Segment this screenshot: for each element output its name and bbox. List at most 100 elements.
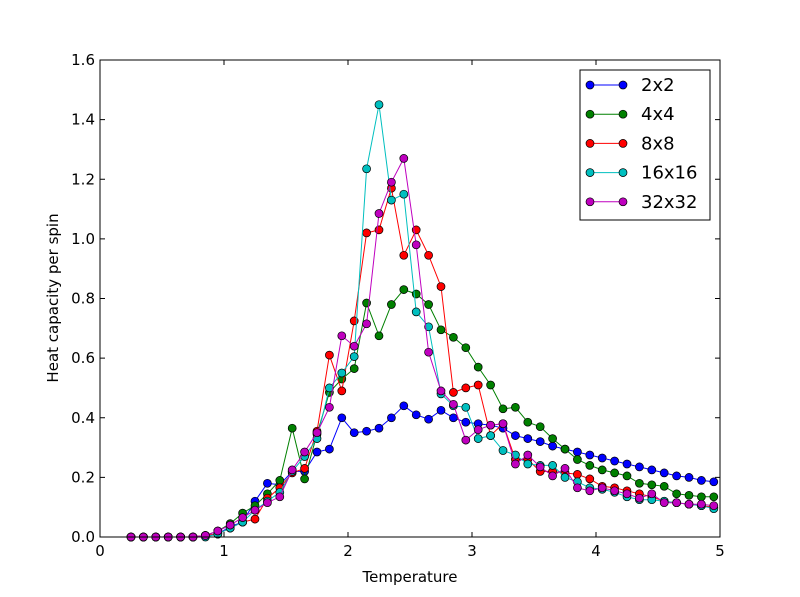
data-point-2x2	[659, 468, 669, 478]
data-point-32x32	[486, 420, 495, 430]
data-point-32x32	[523, 450, 533, 460]
data-point-4x4	[399, 285, 409, 294]
data-point-32x32	[647, 489, 657, 499]
data-point-4x4	[374, 331, 384, 341]
data-point-16x16	[337, 368, 347, 378]
data-point-8x8	[374, 225, 384, 235]
data-point-8x8	[473, 380, 483, 390]
legend-label: 2x2	[641, 75, 675, 96]
legend-label: 4x4	[641, 104, 675, 125]
legend-marker	[618, 109, 628, 119]
data-point-2x2	[535, 437, 545, 446]
data-point-8x8	[461, 383, 471, 393]
data-point-32x32	[560, 464, 570, 473]
data-point-2x2	[399, 401, 409, 411]
data-point-4x4	[486, 380, 495, 390]
data-point-2x2	[461, 417, 471, 427]
legend: 2x2 4x4 8x8 16x16 32x32	[579, 69, 711, 221]
data-point-2x2	[610, 456, 619, 466]
data-point-8x8	[449, 388, 458, 397]
data-point-2x2	[325, 444, 334, 454]
data-point-8x8	[573, 470, 582, 479]
data-point-16x16	[486, 431, 495, 440]
data-point-2x2	[424, 414, 433, 424]
data-point-32x32	[399, 154, 409, 163]
data-point-32x32	[709, 501, 719, 511]
data-point-32x32	[610, 486, 619, 496]
data-point-4x4	[548, 434, 557, 443]
data-point-32x32	[387, 177, 396, 187]
data-point-2x2	[374, 423, 384, 433]
y-tick-label: 1.6	[71, 51, 95, 69]
data-point-2x2	[709, 477, 719, 487]
data-point-4x4	[597, 465, 607, 475]
data-point-32x32	[238, 513, 247, 522]
data-point-32x32	[449, 399, 458, 409]
data-point-32x32	[312, 428, 322, 438]
data-point-32x32	[684, 499, 694, 509]
data-point-8x8	[436, 282, 446, 291]
legend-box	[579, 69, 711, 221]
data-point-8x8	[300, 464, 309, 473]
data-point-4x4	[610, 468, 619, 478]
legend-marker	[618, 168, 628, 177]
legend-item-4x4: 4x4	[585, 104, 675, 125]
data-point-16x16	[473, 434, 483, 443]
legend-label: 16x16	[641, 163, 697, 184]
data-point-2x2	[684, 473, 694, 482]
legend-marker	[585, 197, 595, 207]
data-point-16x16	[411, 307, 421, 317]
data-point-2x2	[449, 413, 458, 423]
legend-item-2x2: 2x2	[585, 75, 675, 96]
data-point-32x32	[424, 347, 433, 357]
data-point-32x32	[201, 531, 210, 540]
data-point-4x4	[349, 364, 359, 373]
data-point-32x32	[535, 462, 545, 472]
data-point-2x2	[263, 478, 272, 488]
data-point-32x32	[411, 240, 421, 250]
legend-marker	[618, 80, 628, 90]
data-point-4x4	[523, 417, 533, 427]
series-32x32	[126, 154, 719, 542]
data-point-8x8	[424, 250, 433, 260]
data-point-2x2	[312, 447, 322, 457]
data-point-4x4	[684, 490, 694, 500]
data-point-2x2	[337, 413, 347, 423]
legend-marker	[618, 139, 628, 148]
data-point-8x8	[325, 350, 334, 360]
data-point-16x16	[374, 100, 384, 110]
data-point-4x4	[535, 422, 545, 432]
legend-item-16x16: 16x16	[585, 163, 697, 184]
data-point-2x2	[585, 450, 595, 460]
data-point-4x4	[659, 481, 669, 491]
data-point-32x32	[697, 499, 706, 509]
y-tick-label: 1.4	[71, 111, 95, 129]
x-tick-label: 3	[467, 542, 477, 560]
data-point-32x32	[585, 486, 595, 496]
data-point-4x4	[635, 478, 644, 488]
y-tick-label: 1.2	[71, 170, 95, 188]
data-point-4x4	[560, 444, 570, 454]
data-point-32x32	[461, 435, 471, 445]
data-point-2x2	[411, 410, 421, 420]
data-point-4x4	[300, 474, 309, 484]
data-point-2x2	[597, 453, 607, 463]
x-tick-label: 4	[591, 542, 601, 560]
data-point-32x32	[362, 319, 371, 329]
data-point-16x16	[387, 195, 396, 205]
data-point-32x32	[325, 402, 334, 412]
data-point-4x4	[473, 362, 483, 372]
data-point-4x4	[697, 492, 706, 502]
data-point-32x32	[548, 471, 557, 481]
data-point-16x16	[560, 473, 570, 482]
data-point-16x16	[349, 352, 359, 361]
data-point-32x32	[225, 520, 235, 530]
data-point-4x4	[449, 332, 458, 342]
data-point-32x32	[672, 498, 681, 508]
legend-marker	[585, 168, 595, 177]
legend-label: 8x8	[641, 133, 675, 154]
data-point-2x2	[622, 459, 632, 469]
data-point-4x4	[622, 471, 632, 481]
x-axis-label: Temperature	[361, 568, 457, 586]
